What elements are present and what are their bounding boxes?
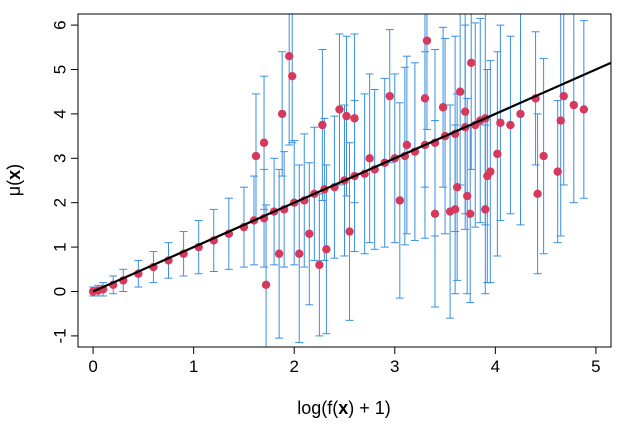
data-point bbox=[466, 209, 475, 218]
data-point bbox=[556, 116, 565, 125]
x-title-bold: x bbox=[338, 398, 348, 418]
data-point bbox=[385, 91, 394, 101]
data-point bbox=[455, 87, 465, 96]
x-axis: 0 1 2 3 4 5 bbox=[88, 346, 601, 376]
x-title-pre: log(f( bbox=[297, 398, 338, 418]
x-tick-label: 5 bbox=[591, 357, 600, 376]
reference-line bbox=[92, 61, 611, 293]
data-point bbox=[430, 209, 440, 218]
data-point bbox=[402, 140, 412, 150]
data-point bbox=[438, 103, 448, 112]
data-point bbox=[559, 91, 568, 101]
x-tick-label: 0 bbox=[88, 357, 97, 376]
y-tick-label: 3 bbox=[51, 154, 70, 163]
data-point bbox=[305, 229, 314, 238]
data-point bbox=[420, 94, 430, 103]
data-point bbox=[579, 105, 589, 114]
data-point bbox=[350, 114, 359, 123]
y-title-pre: μ( bbox=[4, 180, 24, 196]
data-point bbox=[481, 205, 490, 214]
data-point bbox=[284, 51, 294, 61]
data-point bbox=[516, 109, 525, 119]
y-tick-label: 2 bbox=[51, 198, 70, 207]
y-tick-label: 4 bbox=[51, 109, 70, 118]
y-axis: -1 0 1 2 3 4 5 6 bbox=[51, 20, 79, 343]
data-point bbox=[251, 151, 261, 161]
data-point bbox=[539, 151, 548, 161]
data-point bbox=[493, 149, 502, 159]
x-tick-label: 2 bbox=[289, 357, 298, 376]
y-title-post: ) bbox=[4, 164, 24, 170]
data-point bbox=[322, 245, 331, 254]
data-point bbox=[315, 260, 324, 270]
data-point bbox=[259, 138, 269, 147]
data-point bbox=[295, 249, 304, 258]
data-point bbox=[274, 249, 284, 258]
data-point bbox=[422, 36, 432, 45]
data-point bbox=[345, 227, 354, 236]
x-title-post: ) + 1) bbox=[348, 398, 391, 418]
data-point bbox=[483, 171, 492, 181]
data-point bbox=[506, 120, 515, 130]
points-layer bbox=[88, 36, 589, 296]
y-tick-label: 1 bbox=[51, 242, 70, 251]
y-tick-label: 6 bbox=[51, 20, 70, 29]
data-point bbox=[288, 71, 297, 81]
data-point bbox=[395, 196, 405, 205]
data-point bbox=[569, 100, 578, 110]
y-tick-label: 0 bbox=[51, 287, 70, 296]
x-tick-label: 3 bbox=[390, 357, 399, 376]
data-point bbox=[342, 111, 351, 121]
data-point bbox=[318, 120, 327, 130]
data-point bbox=[261, 280, 271, 290]
y-title-bold: x bbox=[4, 170, 24, 180]
data-point bbox=[553, 167, 562, 176]
data-point bbox=[450, 205, 460, 214]
data-point bbox=[335, 105, 344, 114]
data-point bbox=[462, 191, 472, 201]
errorbar bbox=[422, 14, 431, 130]
data-point bbox=[533, 189, 542, 199]
data-point bbox=[277, 109, 287, 119]
y-tick-label: -1 bbox=[51, 328, 70, 343]
y-tick-label: 5 bbox=[51, 65, 70, 74]
data-point bbox=[452, 182, 462, 192]
x-tick-label: 1 bbox=[189, 357, 198, 376]
data-point bbox=[460, 107, 470, 116]
data-point bbox=[467, 58, 476, 68]
data-point bbox=[365, 154, 374, 163]
data-point bbox=[496, 118, 505, 127]
x-axis-title: log(f(x) + 1) bbox=[297, 398, 391, 418]
reference-line-layer bbox=[92, 61, 611, 293]
x-tick-label: 4 bbox=[491, 357, 500, 376]
y-axis-title: μ(x) bbox=[4, 164, 24, 196]
